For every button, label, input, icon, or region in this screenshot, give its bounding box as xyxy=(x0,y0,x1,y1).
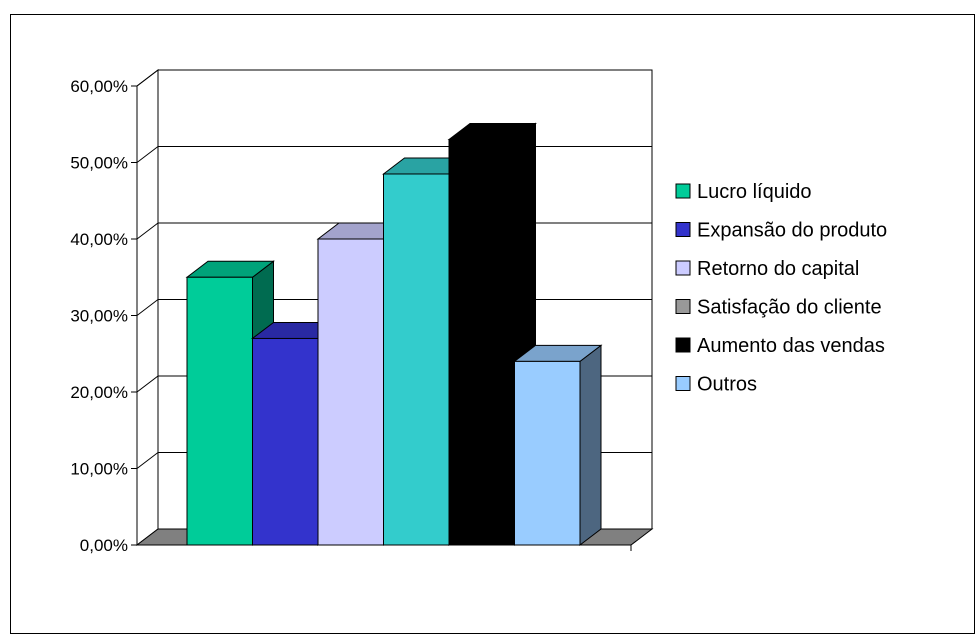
bar-front xyxy=(252,337,319,546)
legend-swatch xyxy=(675,376,691,391)
y-tick-label: 50,00% xyxy=(70,154,128,173)
legend-label: Lucro líquido xyxy=(697,181,812,203)
legend: Lucro líquido Expansão do produto Retorno … xyxy=(675,181,887,396)
bars xyxy=(185,122,603,547)
legend-swatch xyxy=(675,222,691,237)
gridline-side xyxy=(136,222,159,240)
legend-swatch xyxy=(675,183,691,199)
legend-swatch xyxy=(675,299,691,314)
bar-front xyxy=(514,360,581,546)
legend-label: Aumento das vendas xyxy=(697,335,885,357)
y-tick-label: 0,00% xyxy=(80,536,128,555)
bar-front xyxy=(383,173,450,546)
y-tick-label: 10,00% xyxy=(70,460,128,479)
gridline-side xyxy=(136,375,159,393)
gridline-side xyxy=(136,452,159,469)
y-axis-ticks: 0,00% 10,00% 20,00% 30,00% 40,00% 50,00% 60,00… xyxy=(70,77,632,555)
bar-front xyxy=(448,139,515,546)
chart: 0,00% 10,00% 20,00% 30,00% 40,00% 50,00% 60,00… xyxy=(70,68,887,555)
legend-swatch xyxy=(675,337,691,353)
legend-label: Satisfação do cliente xyxy=(697,297,882,319)
legend-label: Expansão do produto xyxy=(697,220,887,242)
bar-side xyxy=(579,344,602,547)
gridline-side xyxy=(136,299,159,316)
legend-label: Retorno do capital xyxy=(697,258,859,280)
legend-label: Outros xyxy=(697,374,757,396)
bar-front xyxy=(186,276,253,546)
gridline-side xyxy=(136,69,159,87)
bar-front xyxy=(317,238,384,546)
legend-swatch xyxy=(675,260,691,276)
bar xyxy=(513,344,603,547)
y-tick-label: 30,00% xyxy=(70,307,128,326)
y-tick-label: 40,00% xyxy=(70,230,128,249)
gridline-side xyxy=(136,146,159,163)
y-tick-label: 60,00% xyxy=(70,77,128,96)
y-tick-label: 20,00% xyxy=(70,383,128,402)
